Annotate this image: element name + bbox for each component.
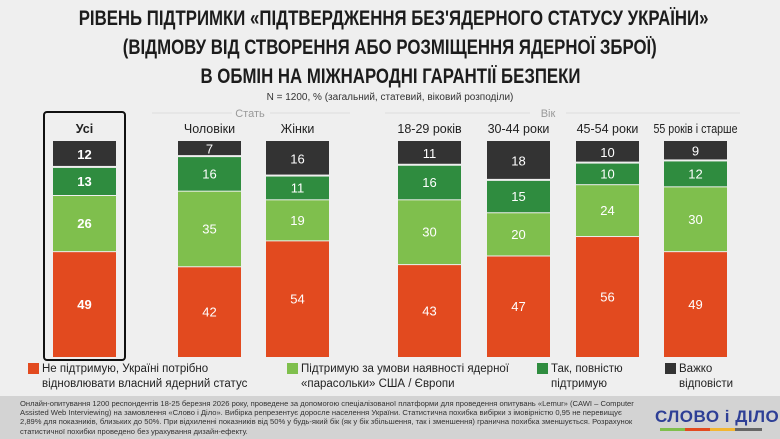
legend-swatch (287, 363, 298, 374)
bar-segment (487, 141, 550, 179)
bar-segment (178, 191, 241, 267)
logo-stripe (735, 428, 762, 431)
bar-segment (178, 267, 241, 357)
highlight-box (43, 111, 126, 361)
category-label: 30-44 роки (488, 122, 550, 136)
data-label: 19 (290, 213, 304, 228)
bar-segment (266, 200, 329, 241)
data-label: 12 (77, 147, 91, 162)
bar-segment (664, 141, 727, 160)
legend-swatch (665, 363, 676, 374)
data-label: 10 (600, 145, 614, 160)
data-label: 56 (600, 290, 614, 305)
data-label: 35 (202, 221, 216, 236)
data-label: 10 (600, 166, 614, 181)
category-label: 18-29 років (397, 122, 462, 136)
methodology-note: Онлайн-опитування 1200 респондентів 18-2… (20, 399, 634, 436)
bar-segment (53, 167, 116, 195)
data-label: 20 (511, 227, 525, 242)
chart-subtitle: N = 1200, % (загальний, статевий, вікови… (266, 92, 514, 103)
bar-segment (576, 163, 639, 185)
data-label: 11 (423, 146, 437, 161)
legend-item-conditional-support: Підтримую за умови наявності ядерної «па… (287, 362, 509, 392)
data-label: 49 (688, 297, 702, 312)
data-label: 13 (77, 174, 91, 189)
category-label: Усі (76, 122, 93, 136)
bar-segment (487, 256, 550, 357)
group-label-age: Вік (541, 108, 556, 120)
data-label: 24 (600, 203, 614, 218)
bar-segment (53, 252, 116, 357)
data-label: 42 (202, 305, 216, 320)
category-label: Жінки (281, 122, 315, 136)
data-label: 16 (202, 166, 216, 181)
bar-segment (178, 141, 241, 156)
data-label: 30 (688, 212, 702, 227)
bar-segment (664, 252, 727, 357)
data-label: 26 (77, 216, 91, 231)
bar-segment (266, 241, 329, 357)
data-label: 30 (422, 225, 436, 240)
legend-item-fully-support: Так, повністю підтримую (537, 362, 623, 392)
footer: Онлайн-опитування 1200 респондентів 18-2… (0, 396, 780, 439)
data-label: 49 (77, 297, 91, 312)
logo-stripe (685, 428, 710, 431)
data-label: 15 (511, 189, 525, 204)
legend-swatch (537, 363, 548, 374)
data-label: 43 (422, 304, 436, 319)
bar-segment (178, 157, 241, 191)
chart-title: РІВЕНЬ ПІДТРИМКИ «ПІДТВЕРДЖЕННЯ БЕЗ'ЯДЕР… (0, 4, 780, 91)
data-label: 7 (206, 142, 213, 157)
data-label: 18 (511, 153, 525, 168)
data-label: 47 (511, 299, 525, 314)
bar-segment (576, 185, 639, 237)
legend-swatch (28, 363, 39, 374)
data-label: 54 (290, 292, 304, 307)
data-label: 16 (290, 151, 304, 166)
category-label: Чоловіки (184, 122, 235, 136)
bar-segment (398, 165, 461, 200)
data-label: 16 (422, 175, 436, 190)
bar-segment (398, 200, 461, 265)
bar-segment (487, 180, 550, 213)
bar-segment (664, 161, 727, 187)
title-line-1: РІВЕНЬ ПІДТРИМКИ «ПІДТВЕРДЖЕННЯ БЕЗ'ЯДЕР… (78, 7, 709, 30)
category-label: 45-54 роки (577, 122, 639, 136)
bar-segment (576, 237, 639, 357)
bar-segment (266, 141, 329, 175)
logo-stripe (660, 428, 685, 431)
title-line-3: В ОБМІН НА МІЖНАРОДНІ ГАРАНТІЇ БЕЗПЕКИ (200, 65, 580, 88)
bar-segment (487, 213, 550, 256)
stacked-bar-chart: Стать Вік Усі 49 26 13 12 Чоловіки 42 35 16 7 Жінки 5… (43, 108, 740, 361)
bar-segment (398, 265, 461, 357)
bar-segment (664, 187, 727, 252)
legend-item-hard-to-say: Важко відповісти (665, 362, 733, 392)
data-label: 12 (688, 166, 702, 181)
logo: СЛОВО і ДІЛО (655, 407, 780, 426)
group-label-sex: Стать (235, 108, 265, 120)
bar-segment (398, 141, 461, 164)
data-label: 9 (692, 144, 699, 159)
bar-segment (53, 196, 116, 252)
logo-stripe (710, 428, 735, 431)
bar-segment (266, 176, 329, 200)
legend-item-not-support: Не підтримую, Україні потрібно відновлюв… (28, 362, 247, 392)
bar-segment (53, 141, 116, 166)
data-label: 11 (291, 180, 305, 195)
category-label: 55 років і старше (654, 122, 738, 136)
bar-segment (576, 141, 639, 162)
title-line-2: (ВІДМОВУ ВІД СТВОРЕННЯ АБО РОЗМІЩЕННЯ ЯД… (123, 36, 657, 59)
